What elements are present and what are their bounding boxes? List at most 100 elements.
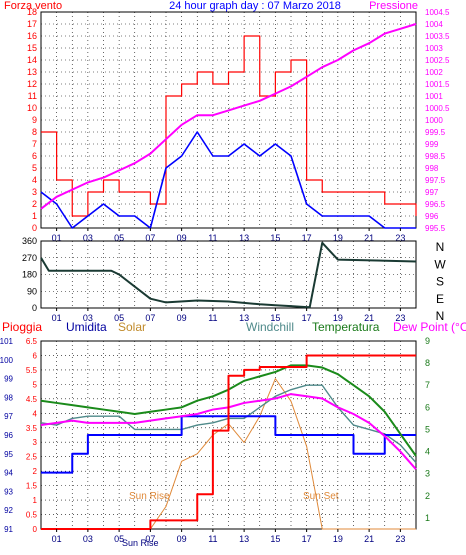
x-tick-label: 05 — [114, 233, 124, 243]
compass-label: N — [436, 309, 445, 323]
rain-tick-label: 5 — [33, 380, 38, 389]
rain-tick-label: 6 — [33, 351, 38, 360]
compass-label: S — [436, 275, 444, 289]
wind-tick-label: 2 — [32, 199, 37, 209]
humidity-tick-label: 95 — [4, 450, 13, 459]
legend-windchill: Windchill — [246, 320, 294, 334]
wind-tick-label: 16 — [27, 31, 37, 41]
pressure-axis-label: Pressione — [369, 0, 418, 12]
compass-label: W — [434, 257, 446, 271]
x-tick-label: 15 — [270, 313, 280, 323]
x-tick-label: 11 — [208, 534, 217, 544]
wind-tick-label: 0 — [32, 223, 37, 233]
x-tick-label: 01 — [52, 534, 62, 544]
wind-tick-label: 17 — [27, 19, 37, 29]
temperature-tick-label: 5 — [425, 424, 430, 434]
wind-tick-label: 9 — [32, 115, 37, 125]
x-tick-label: 17 — [302, 313, 312, 323]
x-tick-label: 09 — [177, 233, 187, 243]
wind-tick-label: 14 — [27, 55, 37, 65]
wind-tick-label: 4 — [32, 175, 37, 185]
pressure-tick-label: 998 — [425, 164, 439, 173]
x-tick-label: 19 — [333, 534, 343, 544]
x-tick-label: 07 — [145, 534, 155, 544]
x-tick-label: 07 — [145, 313, 155, 323]
sunrise-annotation: Sun Rise — [129, 491, 170, 502]
direction-series — [40, 241, 417, 309]
x-tick-label: 07 — [145, 233, 155, 243]
temperature-tick-label: 9 — [425, 336, 430, 346]
pressure-tick-label: 1003.5 — [425, 32, 450, 41]
wind-tick-label: 15 — [27, 43, 37, 53]
pressure-line — [40, 23, 417, 210]
direction-tick-label: 360 — [22, 236, 37, 246]
rain-tick-label: 2 — [33, 467, 38, 476]
temperature-tick-label: 7 — [425, 380, 430, 390]
x-tick-label: 21 — [364, 313, 374, 323]
x-tick-label: 13 — [239, 233, 249, 243]
rain-tick-label: 1 — [33, 496, 38, 505]
x-tick-label: 17 — [302, 233, 312, 243]
wind-axis-label: Forza vento — [4, 0, 62, 12]
wind-pressure-ticks: 0123456789101112131415161718995.5996996.… — [27, 7, 450, 243]
x-tick-label: 15 — [270, 233, 280, 243]
wind-tick-label: 7 — [32, 139, 37, 149]
pressure-tick-label: 1004 — [425, 20, 443, 29]
wind-tick-label: 12 — [27, 79, 37, 89]
x-tick-label: 21 — [364, 233, 374, 243]
temperature-tick-label: 8 — [425, 358, 430, 368]
x-tick-label: 17 — [302, 534, 312, 544]
temperature-tick-label: 4 — [425, 447, 430, 457]
humidity-tick-label: 91 — [4, 525, 13, 534]
x-tick-label: 23 — [395, 534, 405, 544]
rain-tick-label: 6.5 — [26, 337, 38, 346]
pressure-tick-label: 999.5 — [425, 128, 446, 137]
humidity-tick-label: 100 — [0, 356, 14, 365]
pressure-tick-label: 1002.5 — [425, 56, 450, 65]
x-tick-label: 03 — [83, 233, 93, 243]
temperature-tick-label: 2 — [425, 491, 430, 501]
pressure-tick-label: 1000.5 — [425, 104, 450, 113]
x-tick-label: 21 — [364, 534, 374, 544]
pressure-tick-label: 1001 — [425, 92, 443, 101]
rain-tick-label: 4 — [33, 409, 38, 418]
rain-line — [41, 354, 416, 530]
sunset-annotation: Sun Set — [303, 491, 339, 502]
humidity-tick-label: 99 — [4, 375, 13, 384]
x-tick-label: 23 — [395, 313, 405, 323]
x-tick-label: 13 — [239, 534, 249, 544]
temperature-tick-label: 3 — [425, 469, 430, 479]
pressure-tick-label: 1003 — [425, 44, 443, 53]
x-tick-label: 09 — [177, 534, 187, 544]
chart-title: 24 hour graph day : 07 Marzo 2018 — [169, 0, 341, 12]
wind-tick-label: 8 — [32, 127, 37, 137]
legend-humidity: Umidita — [66, 320, 107, 334]
temp-rain-ticks: 00.511.522.533.544.555.566.5919293949596… — [0, 336, 430, 544]
humidity-tick-label: 97 — [4, 412, 13, 421]
rain-tick-label: 2.5 — [26, 453, 38, 462]
x-tick-label: 15 — [270, 534, 280, 544]
wind-gust-line — [41, 35, 417, 217]
rain-tick-label: 1.5 — [26, 482, 38, 491]
rain-tick-label: 0.5 — [26, 511, 38, 520]
x-tick-label: 19 — [333, 313, 343, 323]
pressure-tick-label: 996 — [425, 212, 439, 221]
x-tick-label: 09 — [177, 313, 187, 323]
temperature-tick-label: 1 — [425, 513, 430, 523]
legend-dewpoint: Dew Point (°C) — [393, 320, 466, 334]
rain-tick-label: 5.5 — [26, 366, 38, 375]
x-tick-label: 05 — [114, 313, 124, 323]
humidity-tick-label: 93 — [4, 487, 13, 496]
humidity-tick-label: 101 — [0, 337, 14, 346]
rain-tick-label: 3.5 — [26, 424, 38, 433]
rain-tick-label: 3 — [33, 438, 38, 447]
pressure-tick-label: 999 — [425, 140, 439, 149]
humidity-tick-label: 98 — [4, 393, 13, 402]
wind-pressure-series — [40, 23, 417, 229]
wind-tick-label: 13 — [27, 67, 37, 77]
wind-tick-label: 5 — [32, 163, 37, 173]
humidity-tick-label: 92 — [4, 506, 13, 515]
pressure-tick-label: 995.5 — [425, 224, 446, 233]
direction-tick-label: 0 — [32, 303, 37, 313]
